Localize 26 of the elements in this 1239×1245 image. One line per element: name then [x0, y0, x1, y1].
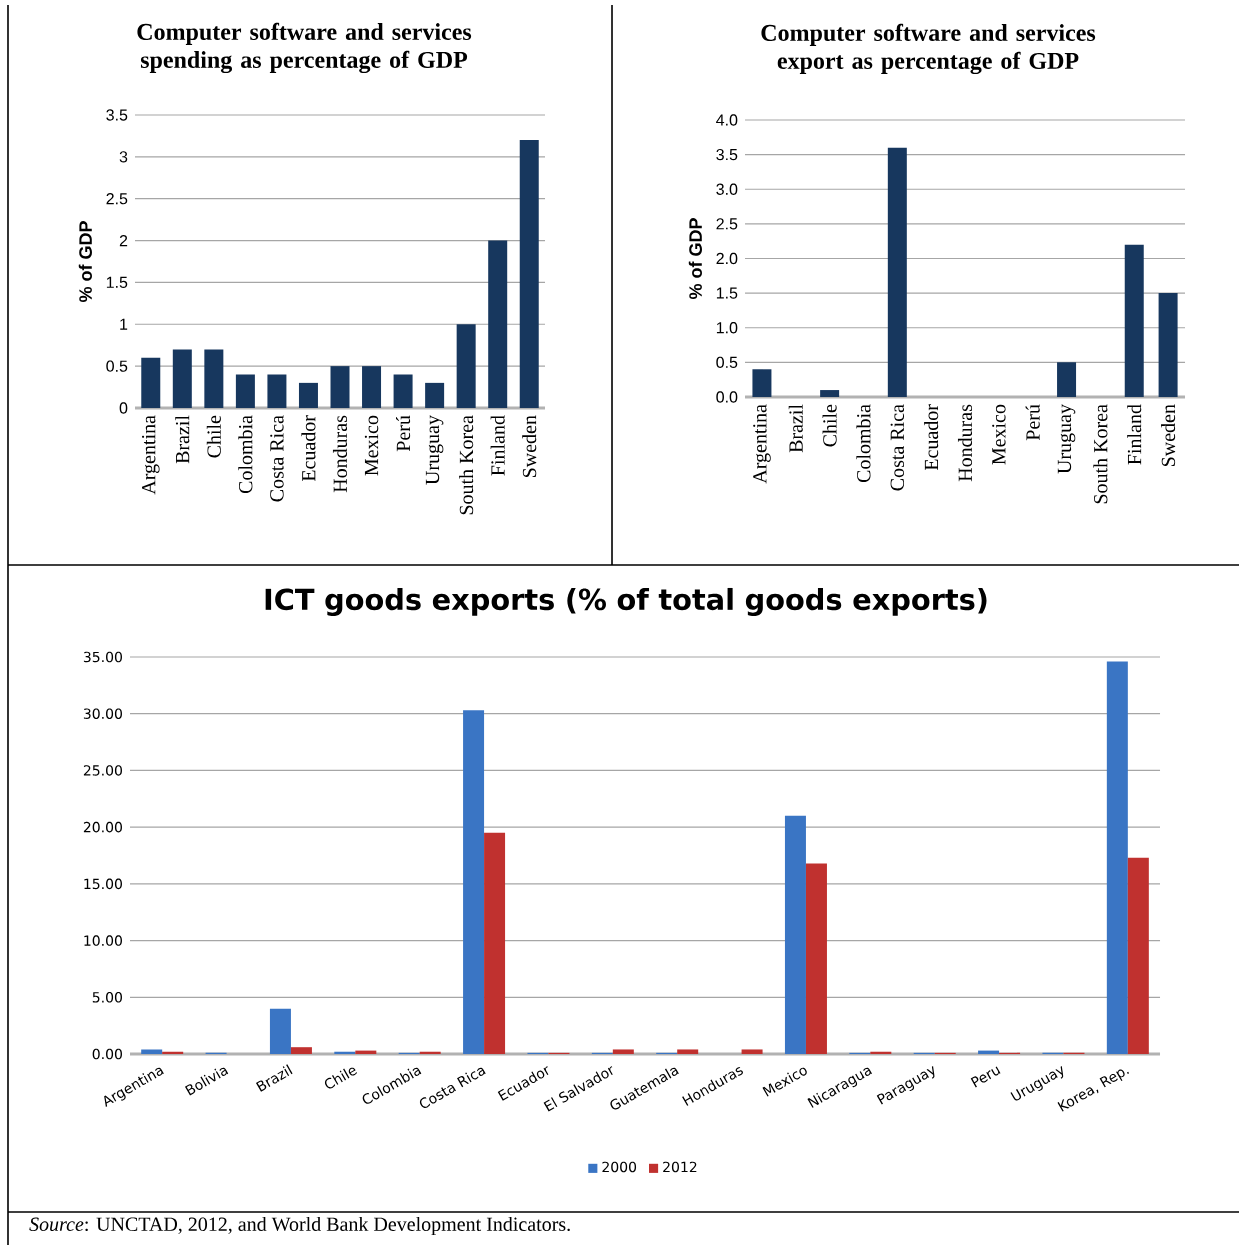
x-tick-label: Peru [970, 1066, 1001, 1088]
y-tick-label: 35.00 [83, 651, 122, 663]
bar [805, 863, 827, 1054]
bar [141, 1049, 163, 1054]
bar [290, 1047, 312, 1054]
x-tick-label: Chile [324, 1067, 357, 1089]
bar [463, 710, 485, 1054]
y-tick-label: 15.00 [84, 878, 122, 890]
bar [1106, 661, 1128, 1054]
chart-title: ICT goods exports (% of total goods exports) [265, 587, 987, 617]
bar [677, 1049, 699, 1054]
bar [612, 1049, 634, 1054]
y-tick-label: 20.00 [83, 821, 122, 833]
y-tick-label: 10.00 [84, 935, 122, 946]
text: Source: UNCTAD, 2012, and World Bank Development Indicators. [29, 1216, 570, 1236]
legend-label: 2000 [602, 1161, 637, 1173]
y-tick-label: 25.00 [83, 765, 122, 776]
bar [484, 832, 506, 1054]
y-tick-label: 30.00 [83, 708, 122, 719]
y-tick-label: 5.00 [92, 992, 122, 1003]
bar [741, 1049, 763, 1054]
bar [269, 1008, 291, 1054]
y-tick-label: 0.00 [92, 1048, 122, 1060]
bar [1127, 857, 1149, 1054]
bar [784, 815, 806, 1054]
legend-label: 2012 [663, 1161, 697, 1173]
